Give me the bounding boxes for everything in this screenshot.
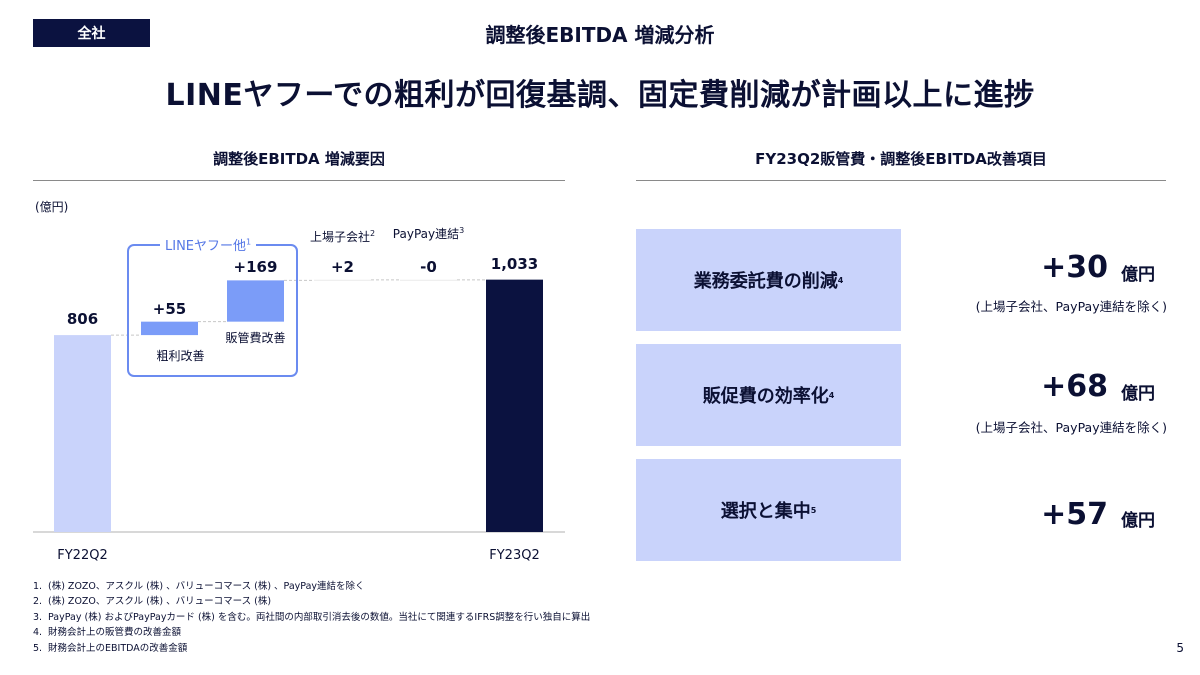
- improvement-unit-3: 億円: [1121, 511, 1155, 531]
- value-label-5: 1,033: [490, 254, 539, 273]
- headline: LINEヤフーでの粗利が回復基調、固定費削減が計画以上に進捗: [165, 78, 1035, 113]
- category-label-3: 上場子会社2: [309, 229, 376, 244]
- right-section-title: FY23Q2販管費・調整後EBITDA改善項目: [755, 150, 1047, 168]
- footnote: 1. (株) ZOZO、アスクル (株) 、バリューコマース (株) 、PayPa…: [33, 581, 365, 592]
- value-label-2: +169: [233, 258, 278, 277]
- category-label-1: 粗利改善: [156, 349, 205, 363]
- group-label: LINEヤフー他1: [160, 235, 257, 254]
- improvement-value-1: +30: [1041, 250, 1108, 285]
- bar-4: [400, 279, 457, 281]
- improvement-card-3: 選択と集中 5: [636, 459, 901, 561]
- chart-unit: (億円): [35, 200, 69, 214]
- improvement-note-1: (上場子会社、PayPay連結を除く): [975, 299, 1167, 314]
- improvement-card-1: 業務委託費の削減 4: [636, 229, 901, 331]
- improvement-card-2: 販促費の効率化 4: [636, 344, 901, 446]
- value-label-1: +55: [152, 299, 187, 318]
- footnote: 5. 財務会計上のEBITDAの改善金額: [33, 642, 188, 654]
- scope-tag: 全社: [33, 19, 150, 47]
- left-title-rule: [33, 180, 565, 181]
- bar-5: [486, 279, 543, 532]
- improvement-value-3: +57: [1041, 497, 1108, 532]
- page-number: 5: [1176, 641, 1184, 655]
- bar-1: [141, 321, 198, 336]
- category-label-4: PayPay連結3: [392, 226, 465, 241]
- footnote: 4. 財務会計上の販管費の改善金額: [33, 627, 182, 639]
- footnote: 2. (株) ZOZO、アスクル (株) 、バリューコマース (株): [33, 596, 272, 608]
- improvement-unit-2: 億円: [1121, 384, 1155, 404]
- value-label-3: +2: [330, 258, 355, 276]
- bar-2: [227, 280, 284, 322]
- bar-0: [54, 335, 111, 532]
- left-section-title: 調整後EBITDA 増減要因: [213, 150, 385, 168]
- improvement-unit-1: 億円: [1121, 265, 1155, 285]
- category-label-0: FY22Q2: [57, 548, 108, 563]
- value-label-4: -0: [420, 258, 437, 276]
- bar-3: [314, 279, 371, 281]
- right-title-rule: [636, 180, 1166, 181]
- slide-title: 調整後EBITDA 増減分析: [485, 23, 715, 47]
- footnote: 3. PayPay (株) およびPayPayカード (株) を含む。両社間の内部…: [33, 611, 591, 623]
- footnotes: 1. (株) ZOZO、アスクル (株) 、バリューコマース (株) 、PayPa…: [33, 579, 590, 656]
- value-label-0: 806: [66, 310, 99, 329]
- category-label-5: FY23Q2: [489, 548, 540, 563]
- category-label-2: 販管費改善: [225, 331, 286, 345]
- improvement-value-2: +68: [1041, 369, 1108, 404]
- improvement-note-2: (上場子会社、PayPay連結を除く): [975, 420, 1167, 435]
